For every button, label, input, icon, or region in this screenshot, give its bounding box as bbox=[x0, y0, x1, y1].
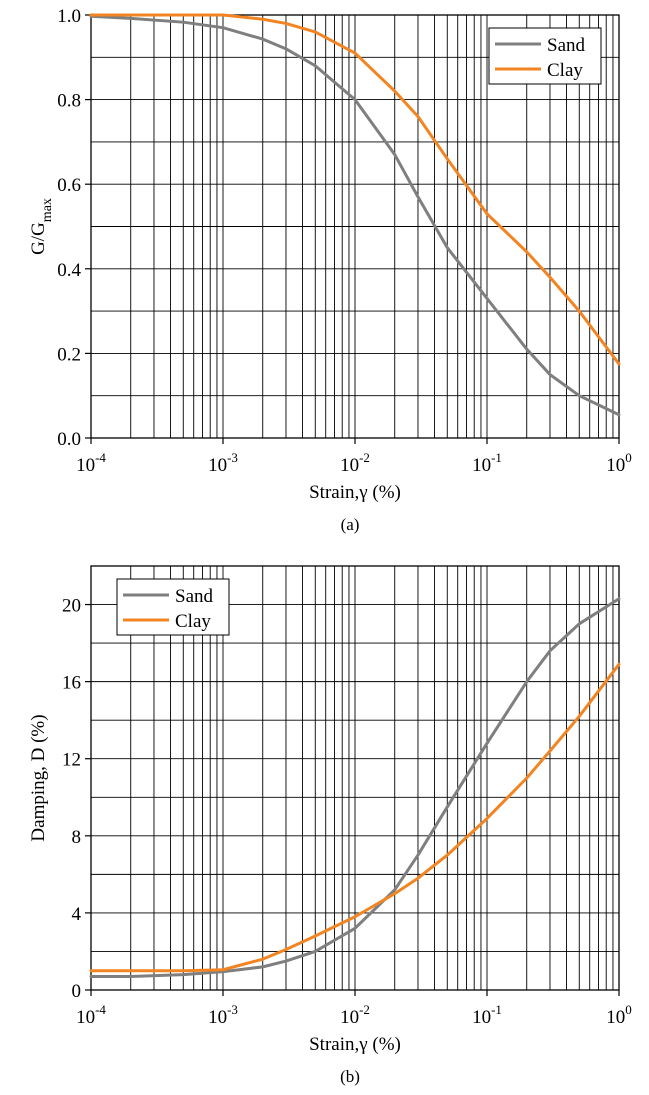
x-tick-label: 10-3 bbox=[208, 450, 238, 476]
x-tick-exponent: 0 bbox=[625, 1002, 632, 1017]
x-tick-exponent: -2 bbox=[359, 450, 370, 465]
y-tick-label: 8 bbox=[72, 827, 82, 848]
x-tick-base: 10 bbox=[340, 455, 359, 476]
legend-label-sand: Sand bbox=[175, 586, 214, 607]
figure-caption: (b) bbox=[340, 1067, 360, 1086]
legend-box bbox=[488, 27, 602, 85]
legend-label-clay: Clay bbox=[175, 611, 211, 632]
series-line-clay bbox=[89, 662, 621, 973]
legend-label-clay: Clay bbox=[547, 60, 583, 81]
y-tick-label: 0 bbox=[72, 981, 82, 1002]
x-axis-title: Strain,γ (%) bbox=[309, 1034, 401, 1055]
x-axis-title: Strain,γ (%) bbox=[309, 482, 401, 503]
y-axis-title: Damping, D (%) bbox=[28, 714, 49, 841]
y-tick-label: 0.8 bbox=[57, 91, 81, 112]
series-line-sand bbox=[89, 14, 621, 417]
x-tick-exponent: -4 bbox=[95, 1002, 106, 1017]
x-tick-label: 10-1 bbox=[472, 450, 502, 476]
figure-caption: (a) bbox=[341, 515, 360, 534]
y-tick-label: 16 bbox=[62, 673, 81, 694]
x-tick-label: 10-2 bbox=[340, 1002, 370, 1028]
legend: Sand Clay bbox=[116, 578, 230, 636]
y-tick-label: 0.2 bbox=[57, 344, 81, 365]
chart-panel-a: 10-4 10-3 10-2 10-1 1000.00.20.40.60.81.0Str… bbox=[28, 6, 632, 534]
y-tick-label: 20 bbox=[62, 596, 81, 617]
y-axis-title-subscript: max bbox=[40, 198, 55, 222]
y-tick-label: 0.0 bbox=[57, 429, 81, 450]
legend: Sand Clay bbox=[488, 27, 602, 85]
x-tick-base: 10 bbox=[208, 455, 227, 476]
x-tick-base: 10 bbox=[340, 1007, 359, 1028]
x-tick-exponent: -3 bbox=[227, 450, 238, 465]
x-tick-base: 10 bbox=[208, 1007, 227, 1028]
y-axis-title: G/Gmax bbox=[28, 198, 55, 255]
x-tick-base: 10 bbox=[606, 1007, 625, 1028]
x-tick-exponent: -1 bbox=[491, 450, 502, 465]
y-axis-title-main: Damping, D (%) bbox=[28, 714, 49, 841]
y-tick-label: 12 bbox=[62, 750, 81, 771]
x-tick-base: 10 bbox=[606, 455, 625, 476]
y-tick-label: 1.0 bbox=[57, 6, 81, 27]
x-tick-base: 10 bbox=[472, 455, 491, 476]
x-tick-exponent: -3 bbox=[227, 1002, 238, 1017]
y-tick-label: 4 bbox=[72, 904, 82, 925]
series-line-sand bbox=[89, 597, 621, 979]
x-tick-label: 10-4 bbox=[76, 1002, 106, 1028]
series-line-clay bbox=[89, 13, 621, 366]
x-tick-label: 10-4 bbox=[76, 450, 106, 476]
y-tick-label: 0.4 bbox=[57, 260, 81, 281]
y-tick-label: 0.6 bbox=[57, 175, 81, 196]
x-tick-base: 10 bbox=[76, 455, 95, 476]
x-tick-base: 10 bbox=[472, 1007, 491, 1028]
x-tick-exponent: -2 bbox=[359, 1002, 370, 1017]
y-axis-title-main: G/G bbox=[28, 222, 49, 255]
x-tick-base: 10 bbox=[76, 1007, 95, 1028]
legend-box bbox=[116, 578, 230, 636]
x-tick-exponent: -1 bbox=[491, 1002, 502, 1017]
x-tick-exponent: 0 bbox=[625, 450, 632, 465]
x-tick-exponent: -4 bbox=[95, 450, 106, 465]
x-tick-label: 100 bbox=[606, 1002, 632, 1028]
legend-label-sand: Sand bbox=[547, 35, 586, 56]
x-tick-label: 10-1 bbox=[472, 1002, 502, 1028]
x-tick-label: 10-3 bbox=[208, 1002, 238, 1028]
x-tick-label: 10-2 bbox=[340, 450, 370, 476]
x-tick-label: 100 bbox=[606, 450, 632, 476]
